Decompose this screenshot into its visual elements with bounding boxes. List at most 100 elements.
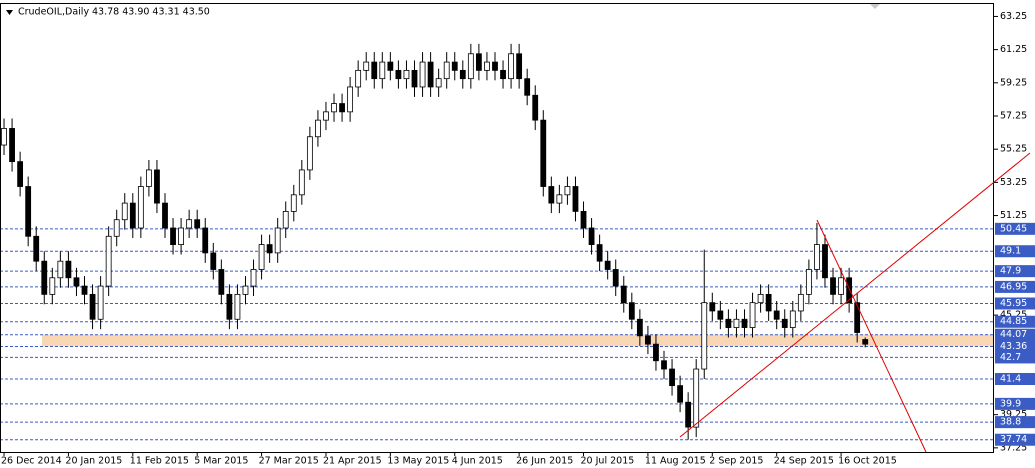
candle-body [467,53,474,80]
level-label-box [995,315,1035,328]
candle-body [435,78,442,88]
candle-body [814,244,820,270]
candle-body [121,202,128,221]
candle-body [661,360,667,370]
trend-line [679,152,1031,438]
candle-body [725,318,732,328]
level-label-box [995,280,1035,293]
x-tick-label: 27 Mar 2015 [259,456,319,467]
candle-body [186,219,193,229]
candle-body [717,310,724,320]
candle-body [347,86,354,113]
candle-body [411,69,418,88]
candle-body [73,277,80,287]
level-label-box [995,265,1035,278]
candle-body [234,293,241,320]
candle-body [49,277,56,295]
candle-body [709,302,716,312]
candle-body [572,186,579,212]
chart-title: CrudeOIL,Daily [18,7,89,18]
level-label: 42.7 [1000,352,1021,363]
candle-body [636,318,643,337]
candle-body [620,285,627,304]
level-label-box [995,397,1035,410]
candle-body [194,219,201,229]
candle-body [645,335,651,345]
level-label-box [995,416,1035,429]
candle-body [65,260,72,279]
candle-body [210,252,217,270]
x-tick-label: 11 Feb 2015 [130,456,189,467]
candle-body [484,61,490,71]
level-label: 39.9 [1000,398,1021,409]
candle-body [218,269,225,295]
candle-body [701,302,708,370]
level-label: 47.9 [1000,266,1021,277]
x-tick-label: 4 Jun 2015 [452,456,503,467]
candle-body [757,293,764,304]
candle-body [596,244,603,262]
candle-body [612,269,619,287]
level-label: 43.36 [1000,341,1027,352]
candle-body [604,260,611,270]
level-label: 45.95 [1000,298,1027,309]
candle-body [838,277,844,295]
level-label-box [995,328,1035,341]
candle-body [540,119,547,187]
candle-body [274,227,281,254]
y-tick-label: 63.25 [1000,11,1027,22]
candle-body [556,194,563,204]
candle-body [741,318,748,328]
candle-body [805,269,812,295]
x-tick-label: 26 Jun 2015 [516,456,573,467]
candle-body [323,111,329,121]
x-tick-label: 20 Jan 2015 [65,456,122,467]
x-tick-label: 2 Sep 2015 [709,456,763,467]
level-label-box [995,297,1035,310]
candle-body [363,61,370,71]
candle-body [113,219,120,237]
candle-body [854,302,861,333]
candle-body [371,61,378,80]
candle-body [395,69,402,80]
candle-body [516,53,523,80]
y-tick-label: 45.25 [1000,310,1027,321]
candle-body [749,302,756,328]
y-tick-label: 55.25 [1000,144,1027,155]
y-tick-label: 57.25 [1000,111,1027,122]
candle-body [290,194,297,212]
candle-body [733,318,740,328]
level-label: 38.8 [1000,417,1021,428]
candle-body [97,285,104,320]
candle-body [580,211,587,229]
candle-body [298,169,305,196]
candle-body [33,235,40,262]
candle-body [532,94,539,121]
candle-body [451,61,458,71]
level-label: 49.1 [1000,246,1021,257]
candle-body [669,368,675,387]
candle-body [677,385,684,403]
y-tick-label: 53.25 [1000,177,1027,188]
candle-body [822,244,828,279]
candle-body [685,401,692,428]
candle-body [379,61,386,80]
candle-body [57,260,64,279]
x-tick-label: 21 Apr 2015 [323,456,382,467]
candle-body [443,61,450,80]
candle-body [266,244,273,254]
level-label: 46.95 [1000,281,1027,292]
candle-body [137,186,144,229]
y-tick-label: 39.25 [1000,409,1027,420]
candle-body [548,186,555,204]
candle-body [475,53,482,71]
candle-body [789,310,796,328]
candle-body [25,186,32,237]
candle-body [355,69,362,88]
level-label-box [995,245,1035,258]
candle-body [17,161,24,187]
level-label-box [995,351,1035,364]
y-tick-label: 37.25 [1000,442,1027,453]
